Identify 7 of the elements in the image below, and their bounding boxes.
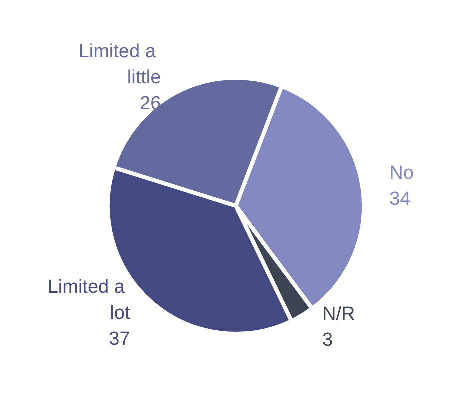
slice-label: N/R	[322, 304, 356, 325]
data-label: 34	[390, 189, 412, 210]
slice-label: Limited a little	[78, 42, 162, 89]
data-label: 37	[109, 328, 130, 350]
slice-label: Limited a lot	[48, 276, 131, 324]
data-label: 3	[322, 330, 334, 351]
slice-label: No	[390, 163, 414, 184]
